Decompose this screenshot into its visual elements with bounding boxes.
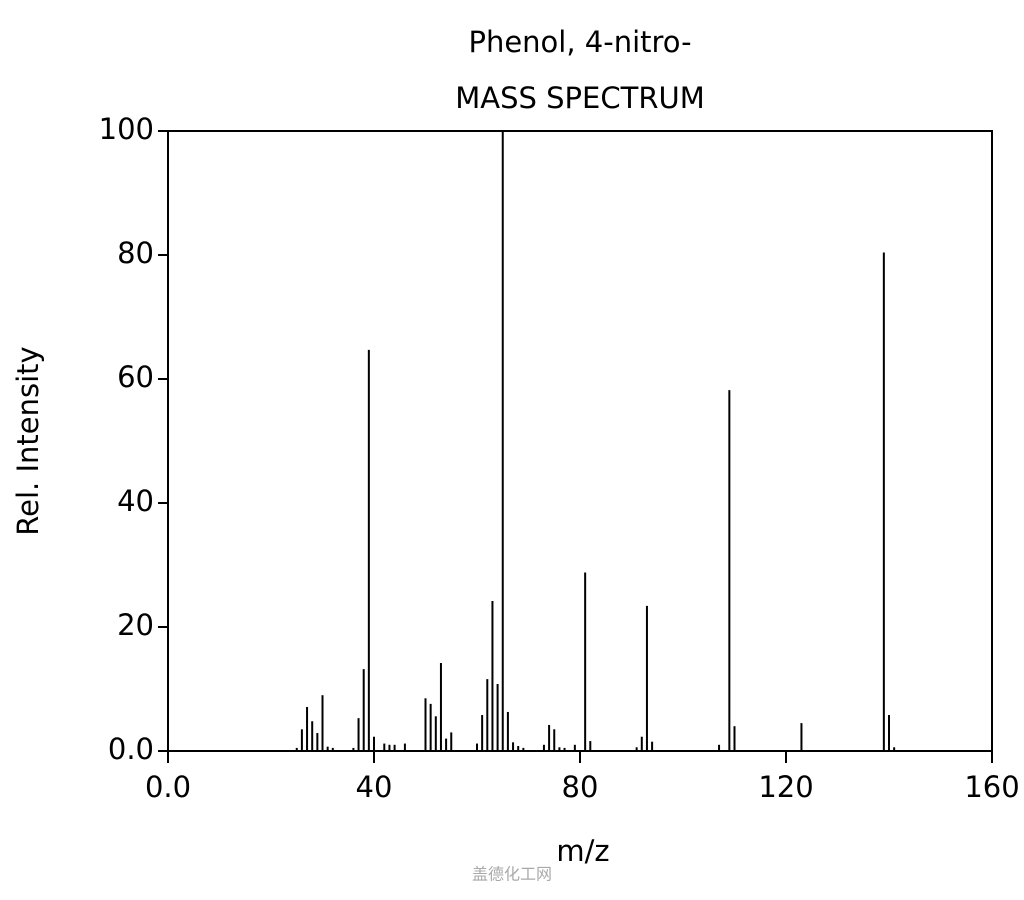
x-tick-label: 0.0	[145, 770, 191, 804]
x-tick-label: 40	[356, 770, 393, 804]
y-axis-label: Rel. Intensity	[11, 346, 45, 535]
chart-subtitle: MASS SPECTRUM	[455, 81, 704, 115]
x-tick-label: 120	[758, 770, 813, 804]
y-tick-label: 80	[117, 236, 154, 270]
y-tick-label: 40	[117, 484, 154, 518]
y-tick-label: 20	[117, 608, 154, 642]
y-tick-label: 60	[117, 360, 154, 394]
x-tick-label: 160	[964, 770, 1019, 804]
y-tick-label: 0.0	[108, 732, 154, 766]
watermark: 盖德化工网	[472, 865, 552, 884]
x-axis-label: m/z	[556, 834, 609, 868]
plot-frame	[167, 130, 993, 752]
x-tick-label: 80	[562, 770, 599, 804]
y-tick-label: 100	[99, 112, 154, 146]
chart-title: Phenol, 4-nitro-	[468, 25, 691, 59]
